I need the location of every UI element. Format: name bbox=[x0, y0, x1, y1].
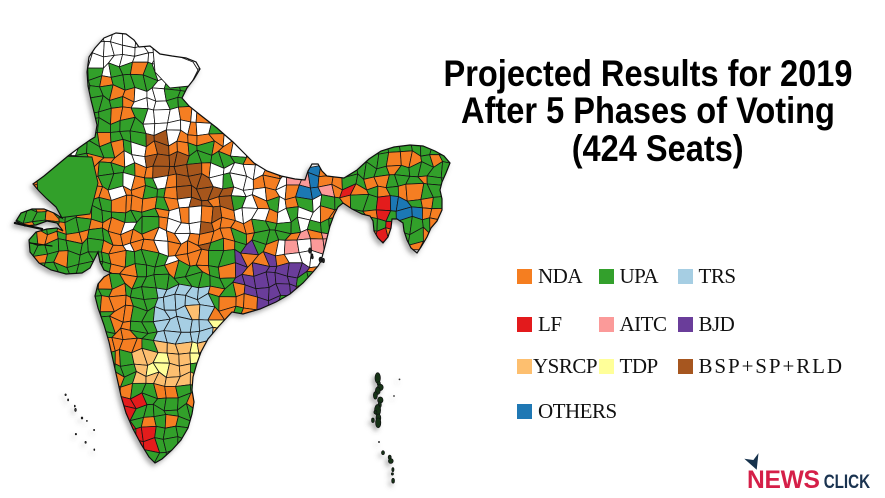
svg-text:NEWS: NEWS bbox=[747, 467, 820, 494]
svg-text:CLICK: CLICK bbox=[824, 472, 871, 493]
